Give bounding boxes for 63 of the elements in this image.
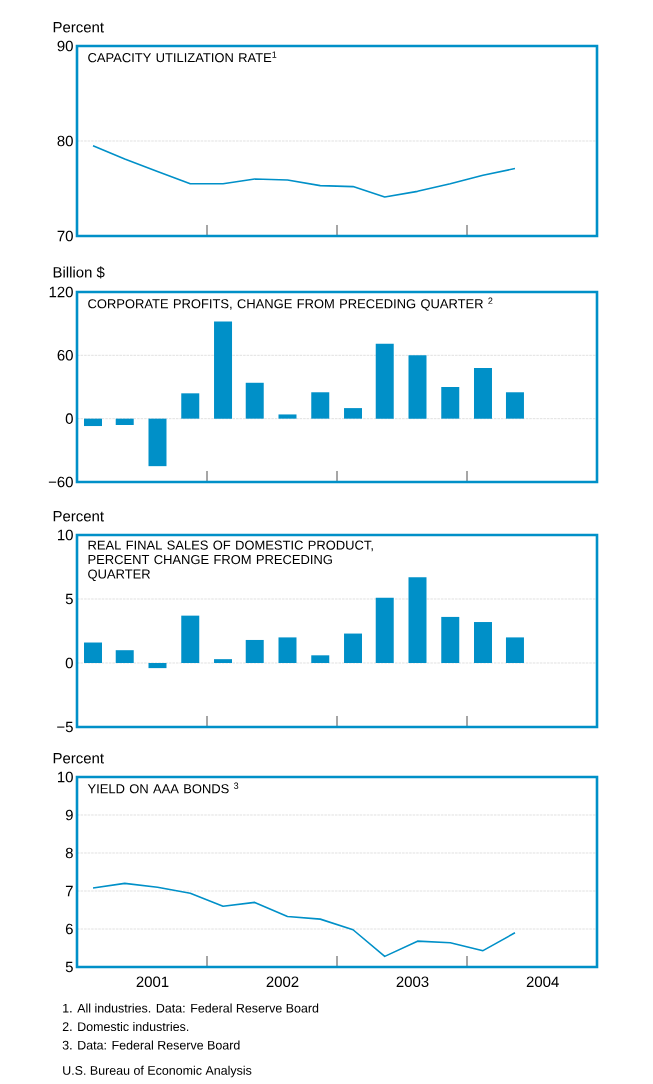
y-tick-label: 0 (65, 657, 73, 669)
y-tick-label: 0 (65, 413, 73, 424)
y-tick-label: 7 (65, 885, 73, 897)
x-tick-label: 2002 (266, 976, 299, 988)
text: 1. All industries. Data: Federal Reserve Board (63, 1003, 319, 1013)
bar (245, 382, 264, 419)
bar (115, 418, 134, 425)
bar (148, 418, 167, 467)
bar (311, 392, 330, 419)
line-series (92, 882, 516, 958)
chart-title: CAPACITY UTILIZATION RATE$^{1}$ (88, 51, 277, 63)
y-axis-title: Percent (53, 22, 104, 33)
y-tick-label: −5 (57, 721, 73, 733)
bar (505, 637, 524, 663)
y-tick-label: 5 (65, 961, 73, 973)
y-axis-title: Percent (53, 753, 104, 764)
line-series (92, 144, 516, 198)
bar (115, 650, 134, 663)
bar (375, 343, 394, 419)
chart-title: YIELD ON AAA BONDS $^{3}$ (87, 782, 239, 794)
bar (473, 367, 492, 419)
bar (148, 663, 167, 669)
bar (408, 577, 427, 663)
bar (278, 414, 297, 419)
text: 2. Domestic industries. (62, 1021, 189, 1032)
bar (344, 408, 363, 419)
x-tick-label: 2003 (396, 976, 429, 988)
bar (84, 418, 103, 427)
bar (441, 616, 460, 663)
y-axis-title: Percent (53, 511, 104, 522)
y-tick-label: 70 (57, 230, 73, 242)
y-axis-title: Billion $ (53, 266, 105, 279)
chart-title: CORPORATE PROFITS, CHANGE FROM PRECEDING QUARTER $^{2}$ (88, 297, 493, 311)
x-tick-label: 2001 (136, 976, 169, 988)
bar (181, 393, 200, 419)
bar (441, 386, 460, 419)
y-tick-label: 10 (58, 529, 73, 541)
bar (181, 615, 200, 663)
y-tick-label: 8 (65, 847, 73, 859)
y-tick-label: 9 (65, 809, 73, 821)
y-tick-label: 10 (58, 771, 73, 783)
y-tick-label: 90 (57, 40, 73, 52)
y-tick-label: 6 (65, 923, 73, 935)
bar (214, 659, 233, 663)
bar (311, 655, 330, 663)
text: REAL FINAL SALES OF DOMESTIC PRODUCT, PERCENT CHANGE FROM PRECEDING QUARTER (88, 540, 373, 581)
y-tick-label: 60 (57, 350, 73, 361)
bar (214, 321, 233, 419)
bar (84, 642, 103, 663)
text: U.S. Bureau of Economic Analysis (63, 1065, 252, 1078)
y-tick-label: 120 (49, 286, 73, 298)
x-tick-label: 2004 (526, 976, 559, 988)
bar (408, 355, 427, 419)
y-tick-label: −60 (48, 476, 73, 488)
bar (375, 597, 394, 663)
bar (245, 639, 264, 663)
y-tick-label: 5 (65, 593, 73, 605)
bar (473, 622, 492, 663)
bar (505, 392, 524, 419)
y-tick-label: 80 (57, 135, 73, 147)
text: 3. Data: Federal Reserve Board (62, 1040, 240, 1050)
bar (278, 637, 297, 663)
bar (344, 633, 363, 663)
